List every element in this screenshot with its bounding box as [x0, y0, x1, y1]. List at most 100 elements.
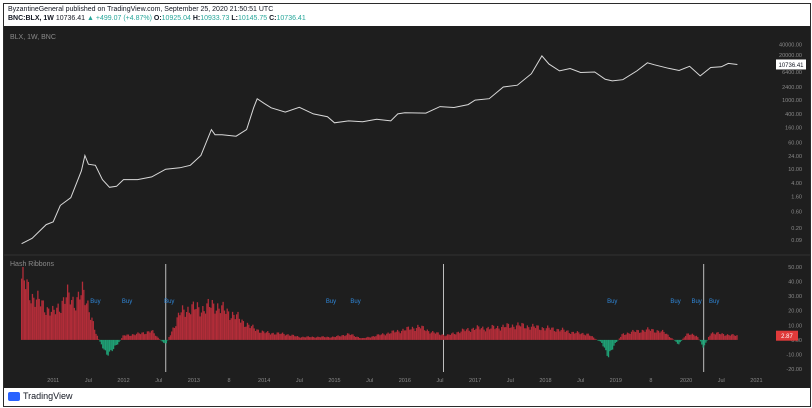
indicator-axis[interactable]: 50.00 40.00 30.00 20.00 10.00 0.00 -10.00 -20.0… — [786, 265, 802, 373]
hash-ribbon-bar — [613, 339, 615, 346]
hash-ribbon-bar — [246, 322, 249, 340]
buy-signals: Buy Buy Buy Buy Buy Buy Buy Buy Buy — [90, 299, 719, 305]
tradingview-logo-icon — [8, 391, 20, 401]
hash-ribbon-bar — [106, 339, 108, 355]
hash-ribbon-bar — [607, 339, 610, 358]
hash-ribbon-bar — [687, 333, 689, 340]
hash-ribbon-bar — [703, 339, 706, 346]
hash-ribbon-bar — [238, 318, 241, 340]
buy-signal-label: Buy — [709, 299, 719, 305]
hash-ribbon-bar — [37, 290, 39, 340]
hash-ribbon-bar — [547, 325, 549, 340]
hash-ribbon-bar — [338, 336, 341, 340]
hash-ribbon-bar — [563, 329, 565, 340]
hash-ribbon-bar — [265, 332, 268, 340]
hash-ribbon-bar — [598, 339, 600, 341]
price-axis[interactable]: 40000.00 20000.00 6400.00 2400.00 1000.00 400… — [779, 43, 802, 244]
hash-ribbon-bar — [498, 328, 500, 340]
hash-ribbon-bar — [405, 330, 407, 340]
hash-ribbon-bar — [345, 335, 347, 340]
hash-ribbon-bar — [241, 319, 243, 340]
hash-ribbon-bar — [689, 334, 691, 340]
indicator-pane[interactable]: Hash Ribbons 50.00 40.00 30.00 20.00 10.00 0.… — [10, 261, 802, 373]
hash-ribbon-bar — [146, 331, 149, 340]
hash-ribbon-bar — [441, 334, 443, 340]
tradingview-brand[interactable]: TradingView — [8, 391, 73, 401]
hash-ribbon-bar — [58, 311, 61, 340]
hash-ribbon-bar — [382, 333, 384, 340]
hash-ribbon-bar — [672, 339, 675, 341]
hash-ribbon-bar — [446, 334, 449, 340]
hash-ribbon-bar — [721, 333, 723, 340]
indicator-tick-label: 0.00 — [791, 338, 802, 344]
hash-ribbon-bar — [509, 328, 511, 340]
hash-ribbon-bar — [697, 337, 699, 340]
hash-ribbon-bar — [734, 335, 737, 340]
hash-ribbon-bar — [684, 335, 687, 340]
hash-ribbon-bar — [318, 337, 320, 340]
time-tick-label: 2020 — [680, 378, 692, 384]
hash-ribbon-bar — [725, 335, 727, 340]
indicator-tick-label: 50.00 — [788, 265, 802, 271]
hash-ribbon-bar — [173, 327, 176, 340]
indicator-tick-label: -20.00 — [786, 367, 802, 373]
hash-ribbon-bar — [56, 307, 58, 340]
indicator-badge-label: 2.87 — [781, 334, 793, 340]
hash-ribbon-bar — [171, 331, 173, 340]
hash-ribbon-bar — [306, 336, 308, 340]
hash-ribbon-bar — [626, 332, 629, 340]
hash-ribbon-bar — [20, 278, 23, 340]
hash-ribbon-bar — [578, 332, 580, 340]
hash-ribbon-bar — [340, 336, 342, 340]
hash-ribbon-bar — [403, 330, 405, 340]
hash-ribbon-bar — [695, 335, 698, 340]
hash-ribbon-bar — [191, 304, 193, 340]
price-pane[interactable]: BLX, 1W, BNC 40000.00 20000.00 6400.00 2400… — [10, 34, 806, 245]
hash-ribbon-bar — [356, 336, 358, 340]
hash-ribbon-bar — [541, 327, 543, 340]
hash-ribbon-bar — [27, 281, 30, 340]
hash-ribbon-bar — [491, 324, 493, 340]
hash-ribbon-bar — [307, 336, 309, 340]
indicator-tick-label: 40.00 — [788, 280, 802, 286]
hash-ribbon-bar — [372, 336, 374, 340]
hash-ribbon-bar — [365, 337, 368, 340]
hash-ribbon-bar — [258, 332, 261, 340]
chart-canvas[interactable]: BLX, 1W, BNC 40000.00 20000.00 6400.00 2400… — [4, 26, 810, 388]
hash-ribbon-bar — [350, 334, 353, 340]
hash-ribbon-bar — [519, 326, 522, 340]
hash-ribbon-bar — [549, 329, 552, 340]
hash-ribbon-bar — [633, 331, 635, 340]
hash-ribbon-bar — [165, 339, 167, 344]
time-tick-label: 8 — [227, 378, 230, 384]
hash-ribbon-bar — [72, 296, 74, 340]
hash-ribbon-bar — [169, 335, 172, 340]
hash-ribbon-bar — [384, 335, 387, 340]
price-tick-label: 2400.00 — [782, 85, 802, 91]
hash-ribbon-bar — [369, 337, 372, 340]
hash-ribbon-bar — [242, 321, 245, 340]
hash-ribbon-bar — [442, 334, 445, 340]
buy-signal-label: Buy — [164, 299, 174, 305]
hash-ribbon-bar — [433, 332, 435, 340]
hash-ribbon-bar — [668, 336, 671, 340]
hash-ribbon-bar — [286, 334, 288, 340]
hash-ribbon-bar — [325, 337, 327, 340]
hash-ribbon-bar — [319, 337, 322, 340]
hash-ribbon-bar — [371, 336, 373, 340]
hash-ribbon-bar — [315, 337, 318, 340]
hash-ribbon-bar — [254, 330, 257, 340]
hash-ribbon-bar — [522, 323, 524, 340]
hash-ribbon-bar — [198, 307, 200, 340]
hash-ribbon-bar — [53, 309, 55, 340]
hash-ribbon-bars — [20, 266, 738, 358]
low-label: L: — [231, 15, 238, 22]
open-value: 10925.04 — [161, 15, 191, 22]
time-axis[interactable]: 2011 Jul 2012 Jul 2013 8 2014 Jul 2015 Jul 2016 Jul… — [47, 378, 762, 384]
last-price-badge-bg — [776, 59, 806, 70]
hash-ribbon-bar — [532, 323, 534, 340]
hash-ribbon-bar — [96, 335, 99, 340]
price-tick-label: 6400.00 — [782, 70, 802, 76]
hash-ribbon-bar — [123, 335, 126, 340]
open-label: O: — [153, 15, 162, 22]
